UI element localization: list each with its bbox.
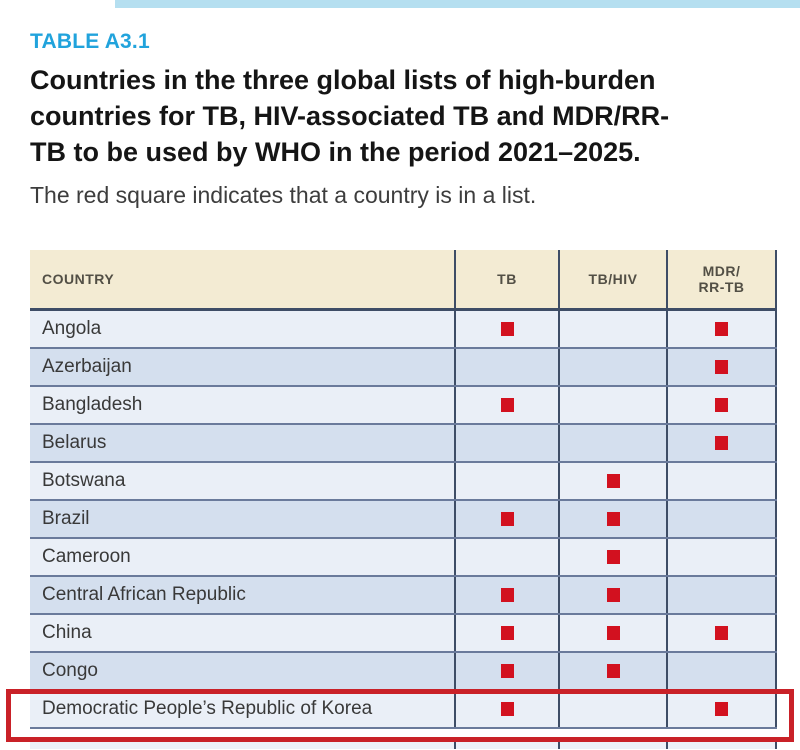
red-square-marker [715,436,728,450]
red-square-marker [500,702,514,716]
partial-next-row [30,737,777,749]
country-cell-label: Central African Republic [42,584,246,605]
red-square-marker [500,398,514,412]
table-row: Central African Republic [30,577,777,615]
country-cell-label: China [42,622,92,643]
hbc-table: COUNTRY TB TB/HIV MDR/ RR-TB Angola Azer… [30,250,777,749]
column-header-country: COUNTRY [30,250,456,308]
table-row: Botswana [30,463,777,501]
red-square-marker [500,322,514,336]
red-square-marker [500,626,514,640]
red-square-marker [715,360,728,374]
column-header-tb: TB [456,250,560,308]
table-row: Belarus [30,425,777,463]
country-cell-label: Democratic People’s Republic of Korea [42,698,373,719]
red-square-marker [606,664,620,678]
table-row: Brazil [30,501,777,539]
table-row: China [30,615,777,653]
table-row: Angola [30,311,777,349]
table-row: Congo [30,653,777,691]
country-cell-label: Bangladesh [42,394,143,415]
country-cell-label: Cameroon [42,546,131,567]
country-cell-label: Azerbaijan [42,356,132,377]
table-number-label: TABLE A3.1 [30,30,150,53]
table-row: Cameroon [30,539,777,577]
country-cell-label: Congo [42,660,98,681]
red-square-marker [715,702,728,716]
red-square-marker [500,588,514,602]
table-row: Democratic People’s Republic of Korea [30,691,777,729]
table-row: Azerbaijan [30,349,777,387]
red-square-marker [500,512,514,526]
column-header-mdr-rr-tb: MDR/ RR-TB [668,250,777,308]
red-square-marker [606,512,620,526]
red-square-marker [606,550,620,564]
table-subtitle: The red square indicates that a country … [30,182,537,208]
column-header-tb-hiv: TB/HIV [560,250,668,308]
red-square-marker [715,626,728,640]
red-square-marker [715,322,728,336]
table-title: Countries in the three global lists of h… [30,65,670,167]
red-square-marker [606,626,620,640]
red-square-marker [500,664,514,678]
table-row: Bangladesh [30,387,777,425]
red-square-marker [606,474,620,488]
table-header-row: COUNTRY TB TB/HIV MDR/ RR-TB [30,250,777,311]
country-cell-label: Brazil [42,508,90,529]
red-square-marker [715,398,728,412]
table-body: Angola Azerbaijan Bangladesh [30,311,777,729]
country-cell-label: Angola [42,318,102,339]
country-cell-label: Botswana [42,470,126,491]
country-cell-label: Belarus [42,432,107,453]
red-square-marker [606,588,620,602]
page-top-decoration-strip [115,0,800,8]
